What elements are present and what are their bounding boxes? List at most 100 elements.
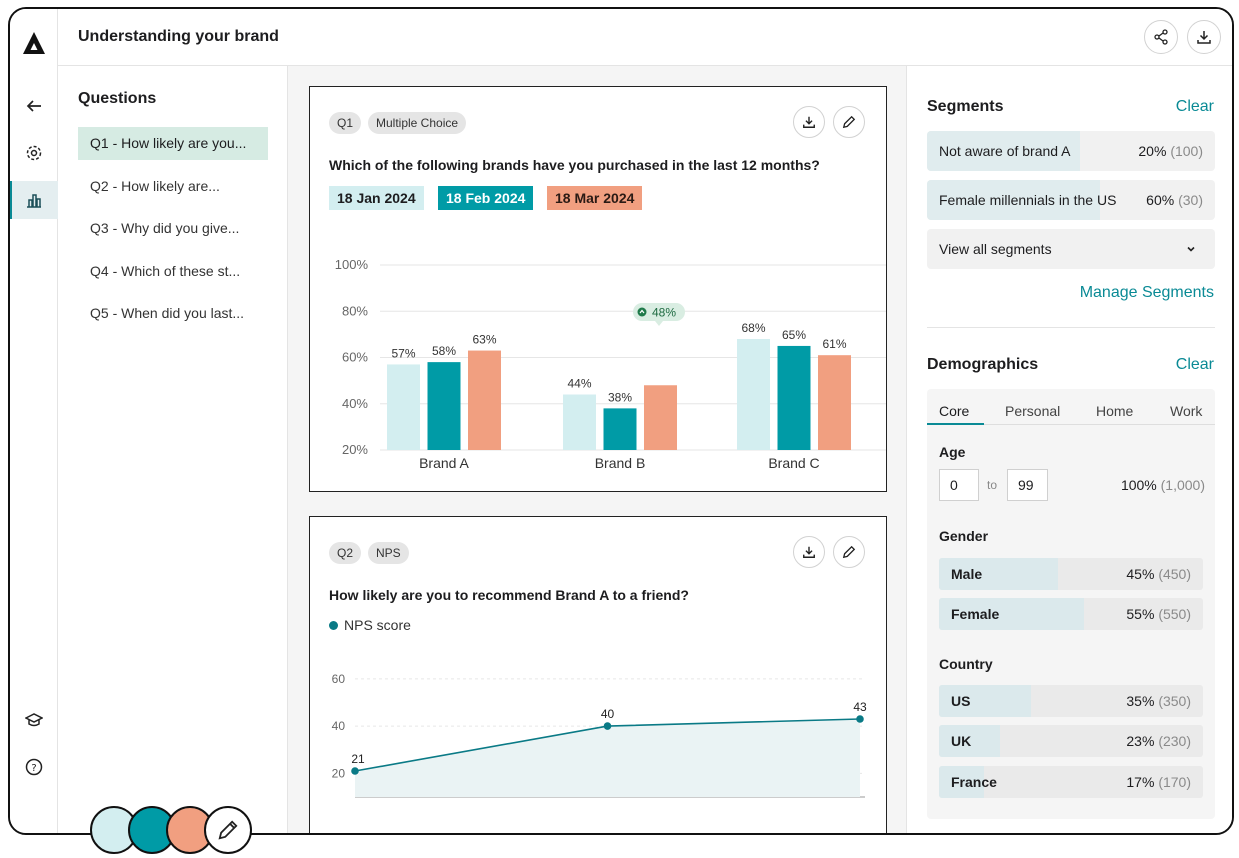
row-percent: 23% <box>1126 733 1155 749</box>
age-percent: 100% <box>1120 477 1157 493</box>
segment-percent: 60% <box>1146 192 1175 208</box>
help-button[interactable]: ? <box>10 748 58 786</box>
gender-row-male[interactable]: Male 45% (450) <box>939 558 1203 590</box>
q2-download-button[interactable] <box>793 536 825 568</box>
row-count: (550) <box>1158 606 1191 622</box>
view-all-segments-dropdown[interactable]: View all segments <box>927 229 1215 269</box>
q2-edit-button[interactable] <box>833 536 865 568</box>
tab-work[interactable]: Work <box>1170 403 1203 419</box>
row-percent: 55% <box>1126 606 1155 622</box>
y-tick-label: 60 <box>332 672 346 686</box>
bar <box>603 408 637 450</box>
settings-button[interactable] <box>10 134 58 172</box>
back-button[interactable] <box>10 87 58 125</box>
bar-fill <box>939 725 1000 757</box>
tab-divider <box>927 424 1215 425</box>
x-tick-label: Brand C <box>768 455 819 471</box>
app-frame: ? Understanding your brand Questions Q1 … <box>8 7 1234 835</box>
bar <box>777 345 811 450</box>
country-row-france[interactable]: France 17% (170) <box>939 766 1203 798</box>
date-pill-jan[interactable]: 18 Jan 2024 <box>329 186 424 210</box>
row-value: 17% (170) <box>1126 774 1191 790</box>
edit-swatch-button[interactable] <box>204 806 252 854</box>
country-row-us[interactable]: US 35% (350) <box>939 685 1203 717</box>
row-value: 35% (350) <box>1126 693 1191 709</box>
page-title: Understanding your brand <box>78 28 279 45</box>
active-tab-indicator <box>927 423 984 425</box>
question-card-q2: Q2 NPS How likely are you to recommend B… <box>309 516 887 833</box>
row-label: Male <box>951 566 983 582</box>
question-item-q1[interactable]: Q1 - How likely are you... <box>78 127 268 160</box>
row-percent: 45% <box>1126 566 1155 582</box>
segment-fill <box>927 180 1100 220</box>
date-pill-feb[interactable]: 18 Feb 2024 <box>438 186 534 210</box>
legend-dot <box>329 621 338 630</box>
date-pill-mar[interactable]: 18 Mar 2024 <box>547 186 643 210</box>
data-label: 40 <box>601 707 615 721</box>
arrow-left-icon <box>26 100 41 112</box>
download-button[interactable] <box>1187 20 1221 54</box>
age-max-input[interactable]: 99 <box>1007 469 1048 501</box>
demographics-clear-button[interactable]: Clear <box>1175 356 1214 373</box>
q1-download-button[interactable] <box>793 106 825 138</box>
demographics-heading: Demographics <box>927 356 1039 373</box>
share-button[interactable] <box>1144 20 1178 54</box>
filters-panel: Segments Clear Not aware of brand A 20% … <box>906 66 1232 833</box>
bar <box>427 362 461 450</box>
bar-chart-icon <box>27 194 41 208</box>
download-icon <box>1197 31 1211 44</box>
y-tick-label: 60% <box>342 350 368 365</box>
graduation-cap-icon <box>25 713 43 727</box>
age-min-input[interactable]: 0 <box>939 469 979 501</box>
bar <box>563 394 596 450</box>
question-item-q4[interactable]: Q4 - Which of these st... <box>90 263 241 279</box>
data-label: 61% <box>822 337 846 351</box>
segments-clear-button[interactable]: Clear <box>1175 98 1214 115</box>
bar <box>468 350 501 450</box>
share-icon <box>1154 29 1168 45</box>
learn-button[interactable] <box>10 701 58 739</box>
segment-count: (100) <box>1170 143 1203 159</box>
data-point <box>603 722 612 730</box>
question-item-q5[interactable]: Q5 - When did you last... <box>90 305 245 321</box>
tab-core[interactable]: Core <box>939 403 970 419</box>
question-id-tag: Q2 <box>329 542 362 564</box>
bar <box>644 385 677 450</box>
x-tick-label: Brand B <box>595 455 646 471</box>
row-percent: 35% <box>1126 693 1155 709</box>
segment-row[interactable]: Not aware of brand A 20% (100) <box>927 131 1215 171</box>
manage-segments-link[interactable]: Manage Segments <box>1079 284 1214 301</box>
question-item-q2[interactable]: Q2 - How likely are... <box>90 178 220 194</box>
nav-rail: ? <box>10 9 58 833</box>
bar-chart: 100% 80% 60% 40% 20% 57% 58% 63% Brand A 44% 38% B… <box>335 257 886 471</box>
swatch-teal <box>128 806 176 854</box>
area-fill <box>355 719 860 797</box>
segment-label: Not aware of brand A <box>939 143 1071 159</box>
gender-row-female[interactable]: Female 55% (550) <box>939 598 1203 630</box>
analytics-button[interactable] <box>10 181 58 219</box>
y-tick-label: 20% <box>342 442 368 457</box>
chart-legend: NPS score <box>329 617 411 633</box>
question-id-tag: Q1 <box>329 112 362 134</box>
segment-row[interactable]: Female millennials in the US 60% (30) <box>927 180 1215 220</box>
segment-count: (30) <box>1178 192 1203 208</box>
row-value: 23% (230) <box>1126 733 1191 749</box>
row-label: UK <box>951 733 972 749</box>
y-tick-label: 20 <box>332 766 346 780</box>
download-icon <box>803 116 815 128</box>
top-header: Understanding your brand <box>58 9 1232 66</box>
questions-heading: Questions <box>78 90 157 107</box>
country-label: Country <box>939 656 993 672</box>
segment-label: Female millennials in the US <box>939 192 1117 208</box>
tab-home[interactable]: Home <box>1096 403 1134 419</box>
q1-edit-button[interactable] <box>833 106 865 138</box>
row-count: (170) <box>1158 774 1191 790</box>
row-count: (230) <box>1158 733 1191 749</box>
x-tick-label: Brand A <box>419 455 469 471</box>
divider <box>927 327 1215 328</box>
tab-personal[interactable]: Personal <box>1005 403 1061 419</box>
country-row-uk[interactable]: UK 23% (230) <box>939 725 1203 757</box>
y-tick-label: 100% <box>335 257 369 272</box>
legend-label: NPS score <box>344 617 411 633</box>
question-item-q3[interactable]: Q3 - Why did you give... <box>90 220 240 236</box>
